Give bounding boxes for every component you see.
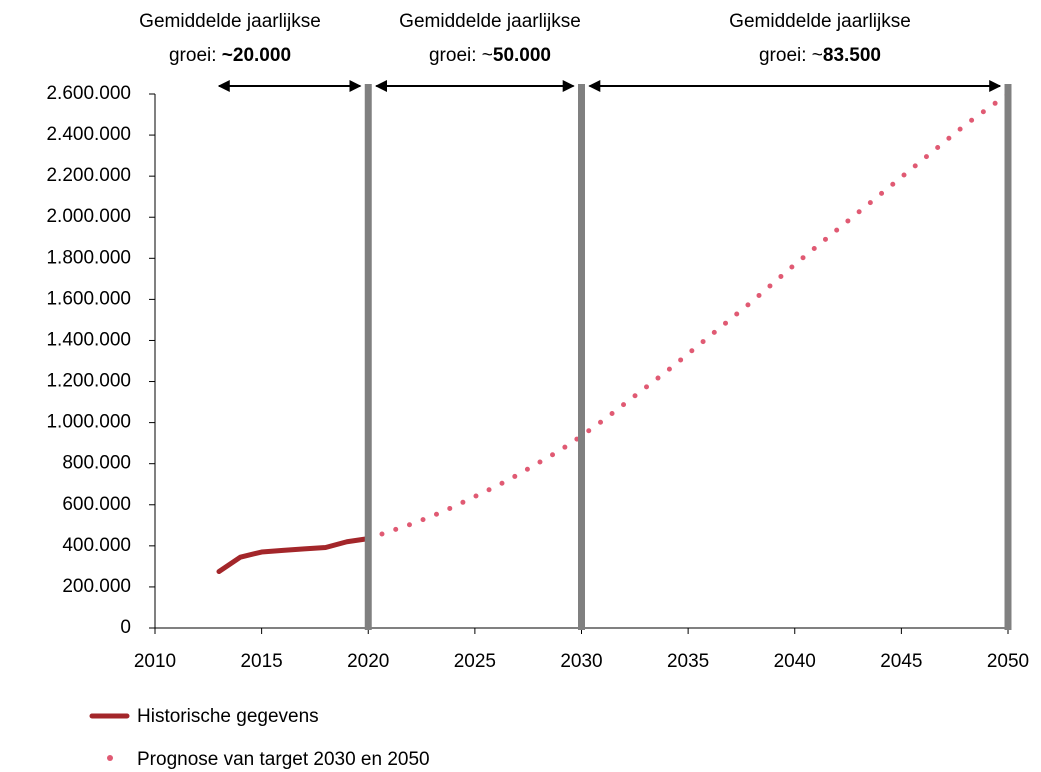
annotation-line: Gemiddelde jaarlijkse xyxy=(139,11,321,32)
annotation-value: 83.500 xyxy=(823,45,881,66)
y-tick-label: 400.000 xyxy=(62,535,131,556)
y-tick-label: 200.000 xyxy=(62,576,131,597)
y-tick-label: 2.600.000 xyxy=(46,83,131,104)
x-tick-label: 2030 xyxy=(560,651,602,672)
y-tick-label: 2.200.000 xyxy=(46,165,131,186)
annotation-prefix: groei: xyxy=(169,45,222,66)
x-tick-label: 2020 xyxy=(347,651,389,672)
annotation-value: ~20.000 xyxy=(222,45,291,66)
y-tick-label: 1.400.000 xyxy=(46,329,131,350)
annotation-prefix: groei: ~ xyxy=(429,45,493,66)
annotation-growth: groei: ~20.000 xyxy=(169,45,291,66)
x-tick-label: 2040 xyxy=(774,651,816,672)
legend-swatch xyxy=(107,755,113,761)
y-tick-label: 800.000 xyxy=(62,453,131,474)
annotation-growth: groei: ~83.500 xyxy=(759,45,881,66)
data-line xyxy=(216,536,371,575)
annotation-line: Gemiddelde jaarlijkse xyxy=(729,11,911,32)
x-tick-label: 2050 xyxy=(987,651,1029,672)
y-tick-label: 2.000.000 xyxy=(46,206,131,227)
annotation-value: 50.000 xyxy=(493,45,551,66)
data-line xyxy=(365,91,1011,542)
y-tick-label: 600.000 xyxy=(62,494,131,515)
y-tick-label: 1.600.000 xyxy=(46,288,131,309)
x-tick-label: 2045 xyxy=(880,651,922,672)
x-tick-label: 2015 xyxy=(240,651,282,672)
y-tick-label: 1.000.000 xyxy=(46,412,131,433)
legend-label: Historische gegevens xyxy=(137,706,319,727)
annotation-prefix: groei: ~ xyxy=(759,45,823,66)
legend-label: Prognose van target 2030 en 2050 xyxy=(137,749,430,770)
x-tick-label: 2010 xyxy=(134,651,176,672)
annotation-line: Gemiddelde jaarlijkse xyxy=(399,11,581,32)
y-tick-label: 2.400.000 xyxy=(46,124,131,145)
annotation-growth: groei: ~50.000 xyxy=(429,45,551,66)
y-tick-label: 0 xyxy=(120,617,131,638)
x-tick-label: 2035 xyxy=(667,651,709,672)
y-tick-label: 1.800.000 xyxy=(46,247,131,268)
x-tick-label: 2025 xyxy=(454,651,496,672)
y-tick-label: 1.200.000 xyxy=(46,371,131,392)
